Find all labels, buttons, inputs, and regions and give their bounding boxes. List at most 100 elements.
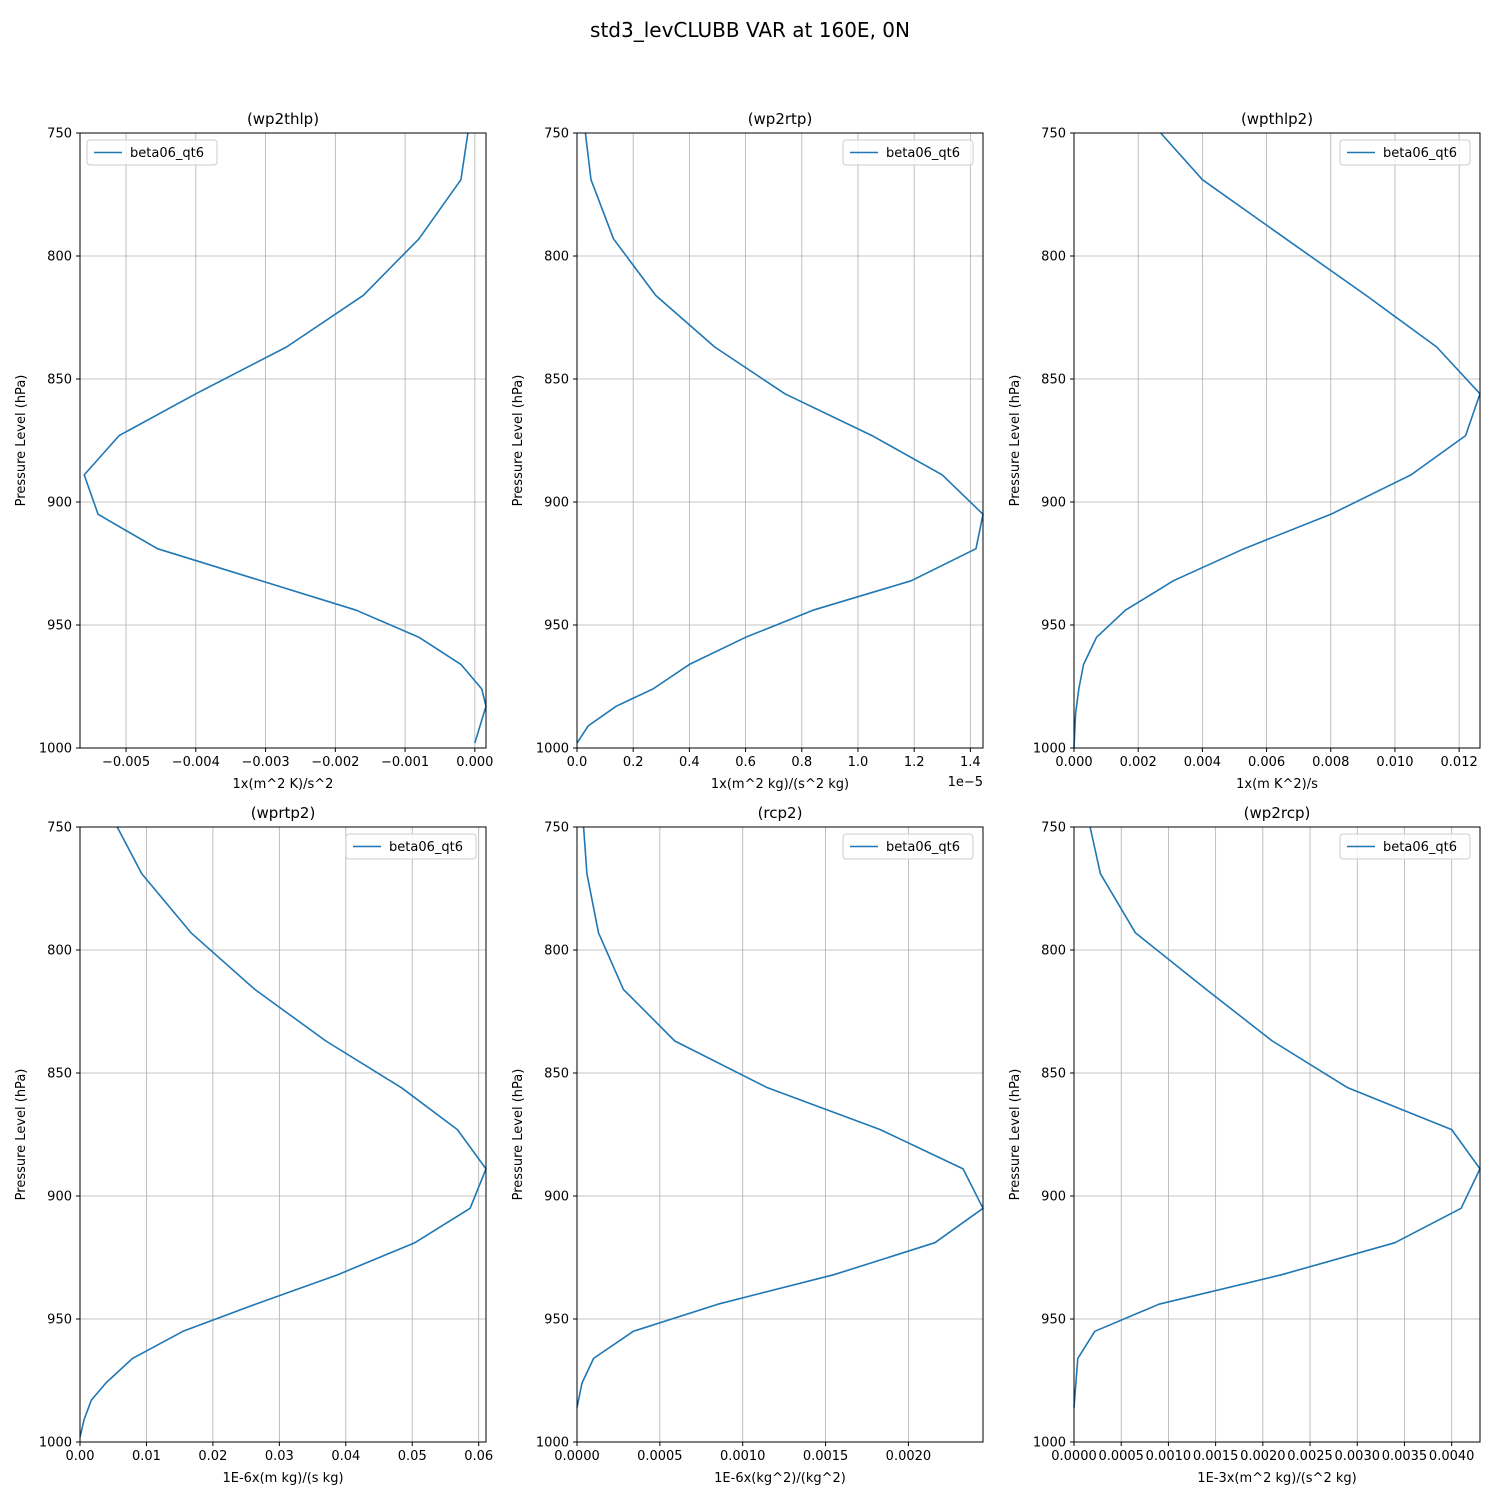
legend-box [86,139,218,166]
legend-label: beta06_qt6 [130,146,204,161]
y-tick-label: 900 [544,1190,569,1205]
y-tick-label: 750 [1041,821,1066,836]
y-axis-label: Pressure Level (hPa) [1008,1069,1023,1201]
x-tick-label: 0.0005 [637,1449,683,1464]
y-tick-label: 800 [1041,944,1066,959]
x-tick-label: −0.003 [242,755,290,770]
x-axis-label: 1E-3x(m^2 kg)/(s^2 kg) [1197,1471,1356,1486]
x-tick-label: −0.005 [102,755,150,770]
x-axis-label: 1x(m^2 K)/s^2 [233,777,334,792]
y-tick-label: 850 [544,1067,569,1082]
legend: beta06_qt6 [345,833,477,860]
y-tick-label: 950 [47,1313,72,1328]
subplot-3: 0.000 0.002 0.004 0.006 0.008 0.010 0.012 750 80… [1008,110,1481,792]
x-tick-label: 0.0040 [1429,1449,1475,1464]
y-tick-label: 800 [1041,250,1066,265]
x-tick-label: 0.6 [735,755,756,770]
x-tick-label: 0.2 [623,755,644,770]
y-tick-label: 850 [544,373,569,388]
x-tick-label: 0.0030 [1335,1449,1381,1464]
y-tick-label: 800 [544,250,569,265]
x-tick-label: 0.010 [1376,755,1413,770]
series-line-1 [1073,132,1481,749]
axes-frame [576,132,984,749]
y-tick-label: 750 [47,127,72,142]
x-tick-label: 0.8 [791,755,812,770]
y-tick-label: 800 [544,944,569,959]
legend-box [345,833,477,860]
legend: beta06_qt6 [1339,833,1471,860]
y-tick-label: 800 [47,944,72,959]
y-tick-label: 900 [47,496,72,511]
legend-label: beta06_qt6 [1383,840,1457,855]
y-tick-label: 950 [1041,1313,1066,1328]
x-tick-label: 0.000 [1055,755,1092,770]
legend-box [842,139,974,166]
x-tick-label: 1.2 [904,755,925,770]
axes-frame [576,826,984,1443]
x-tick-label: 0.0000 [1051,1449,1097,1464]
subplot-5: 0.0000 0.0005 0.0010 0.0015 0.0020 750 800 850 9… [511,804,984,1486]
legend-label: beta06_qt6 [1383,146,1457,161]
x-tick-label: 0.00 [66,1449,95,1464]
legend: beta06_qt6 [842,833,974,860]
y-tick-label: 750 [47,821,72,836]
x-tick-label: 0.0025 [1287,1449,1333,1464]
x-tick-label: 0.02 [198,1449,227,1464]
y-tick-label: 900 [1041,496,1066,511]
x-tick-label: 0.04 [331,1449,360,1464]
x-tick-label: 0.4 [679,755,700,770]
subplot-2: 0.0 0.2 0.4 0.6 0.8 1.0 1.2 1.4 750 800 850 900 950 1… [511,110,984,792]
y-tick-label: 900 [47,1190,72,1205]
y-tick-label: 850 [1041,373,1066,388]
y-tick-label: 900 [1041,1190,1066,1205]
y-tick-label: 850 [1041,1067,1066,1082]
legend-label: beta06_qt6 [389,840,463,855]
x-tick-label: 0.01 [132,1449,161,1464]
y-tick-label: 750 [544,821,569,836]
subplot-title: (wpthlp2) [1241,110,1313,128]
x-tick-label: 0.0015 [1193,1449,1239,1464]
x-axis-label: 1E-6x(m kg)/(s kg) [222,1471,343,1486]
x-offset-text: 1e−5 [948,775,983,790]
y-tick-label: 800 [47,250,72,265]
x-tick-label: −0.002 [311,755,359,770]
x-tick-label: 0.05 [398,1449,427,1464]
legend-label: beta06_qt6 [886,840,960,855]
y-tick-label: 1000 [1033,1436,1066,1451]
subplot-1: −0.005 −0.004 −0.003 −0.002 −0.001 0.000 750 80… [14,110,493,792]
y-tick-label: 950 [47,619,72,634]
x-tick-label: 0.0010 [1146,1449,1192,1464]
x-tick-label: −0.004 [172,755,220,770]
x-tick-label: 0.0000 [554,1449,600,1464]
y-tick-label: 750 [1041,127,1066,142]
y-axis-label: Pressure Level (hPa) [14,375,29,507]
series-line-1 [576,132,984,744]
legend: beta06_qt6 [1339,139,1471,166]
subplot-4: 0.00 0.01 0.02 0.03 0.04 0.05 0.06 750 800 850 900… [14,804,493,1486]
x-tick-label: 0.004 [1184,755,1221,770]
x-tick-label: 0.06 [464,1449,493,1464]
figure-title: std3_levCLUBB VAR at 160E, 0N [590,18,910,42]
series-line-1 [79,826,487,1438]
y-axis-label: Pressure Level (hPa) [511,375,526,507]
legend: beta06_qt6 [86,139,218,166]
subplot-6: 0.0000 0.0005 0.0010 0.0015 0.0020 0.0025 0.00… [1008,804,1481,1486]
x-tick-label: 0.0020 [886,1449,932,1464]
y-tick-label: 1000 [536,742,569,757]
x-tick-label: 0.006 [1248,755,1285,770]
y-axis-label: Pressure Level (hPa) [1008,375,1023,507]
legend-box [842,833,974,860]
x-tick-label: 0.0 [567,755,588,770]
y-tick-label: 950 [544,1313,569,1328]
y-tick-label: 850 [47,1067,72,1082]
y-tick-label: 950 [544,619,569,634]
subplot-title: (rcp2) [758,804,803,822]
y-tick-label: 850 [47,373,72,388]
y-tick-label: 1000 [39,1436,72,1451]
series-line-1 [83,132,487,744]
x-tick-label: 0.0005 [1098,1449,1144,1464]
x-tick-label: 0.0035 [1382,1449,1428,1464]
legend: beta06_qt6 [842,139,974,166]
